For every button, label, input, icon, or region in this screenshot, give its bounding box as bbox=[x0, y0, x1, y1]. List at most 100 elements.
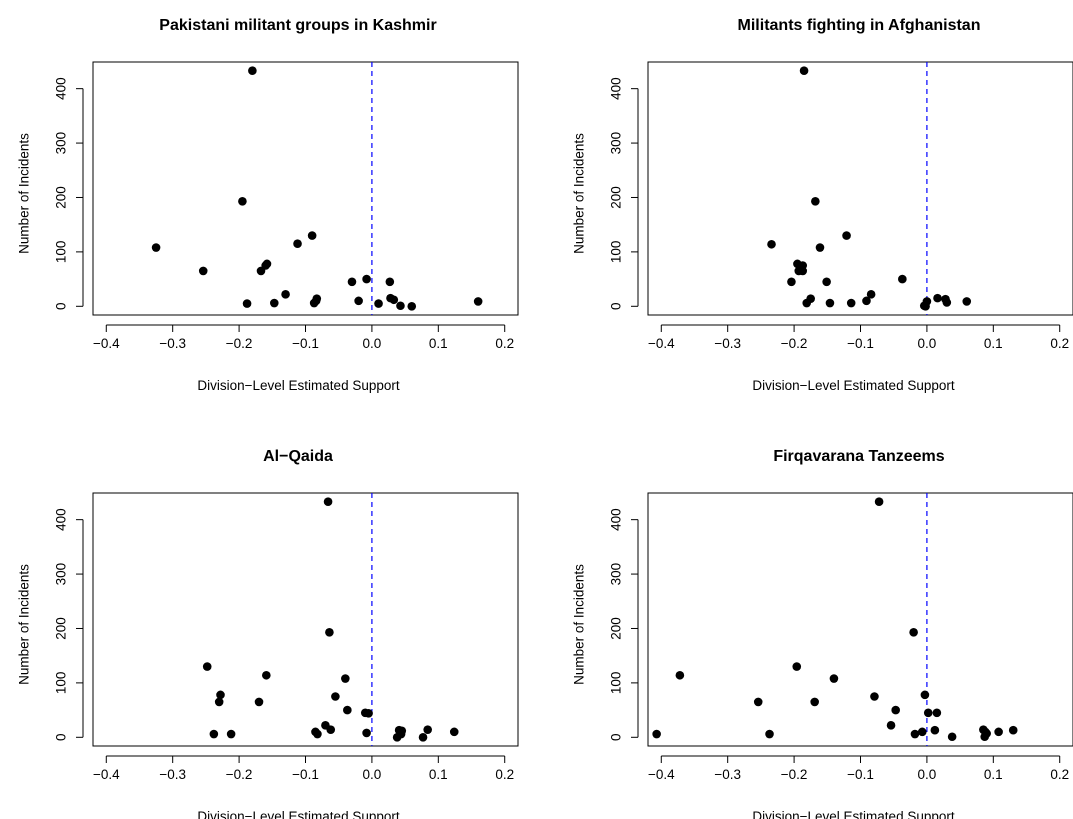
x-tick-label: −0.4 bbox=[93, 767, 120, 782]
data-point bbox=[930, 725, 940, 735]
data-point bbox=[810, 697, 819, 707]
data-point bbox=[254, 697, 264, 707]
y-axis-label: Number of Incidents bbox=[572, 133, 587, 254]
data-point bbox=[449, 727, 459, 737]
data-point bbox=[923, 708, 933, 718]
data-point bbox=[753, 697, 763, 707]
data-point bbox=[293, 239, 302, 249]
plot-area-frame bbox=[647, 61, 1073, 316]
data-point bbox=[846, 298, 856, 308]
x-tick-label: −0.2 bbox=[226, 336, 253, 351]
y-axis-label: Number of Incidents bbox=[17, 564, 32, 685]
data-point bbox=[825, 298, 835, 308]
data-point bbox=[307, 231, 317, 240]
data-point bbox=[198, 266, 208, 276]
x-tick-label: −0.2 bbox=[226, 767, 253, 782]
y-axis-label: Number of Incidents bbox=[572, 564, 587, 685]
data-point bbox=[226, 729, 236, 739]
data-point bbox=[799, 66, 809, 76]
x-tick-label: −0.1 bbox=[847, 767, 874, 782]
data-point bbox=[362, 274, 371, 284]
data-point bbox=[829, 674, 839, 683]
x-tick-label: −0.3 bbox=[159, 767, 186, 782]
data-point bbox=[874, 497, 884, 507]
data-point bbox=[862, 296, 871, 306]
y-tick-label: 100 bbox=[609, 241, 624, 264]
x-tick-label: −0.4 bbox=[93, 336, 120, 351]
x-tick-label: 0.0 bbox=[918, 336, 937, 351]
data-point bbox=[675, 670, 685, 680]
plot-area-frame bbox=[92, 61, 519, 316]
x-tick-label: −0.3 bbox=[714, 767, 741, 782]
y-tick-label: 300 bbox=[609, 563, 624, 586]
x-tick-label: −0.2 bbox=[781, 336, 808, 351]
data-point bbox=[767, 239, 776, 249]
data-point bbox=[994, 727, 1003, 737]
x-tick-label: 0.0 bbox=[918, 767, 937, 782]
data-point bbox=[374, 299, 383, 308]
data-point bbox=[806, 294, 815, 303]
x-tick-label: −0.3 bbox=[714, 336, 741, 351]
x-tick-label: 0.2 bbox=[495, 336, 514, 351]
y-tick-label: 200 bbox=[609, 617, 624, 640]
y-tick-label: 0 bbox=[54, 734, 69, 742]
data-point bbox=[396, 301, 405, 311]
data-point bbox=[281, 290, 290, 299]
data-point bbox=[347, 277, 357, 287]
data-point bbox=[473, 297, 483, 306]
x-tick-label: 0.2 bbox=[1050, 767, 1069, 782]
x-tick-label: −0.2 bbox=[781, 767, 808, 782]
data-point bbox=[815, 243, 825, 252]
data-point bbox=[389, 295, 399, 305]
chart-title: Al−Qaida bbox=[263, 448, 333, 465]
data-point bbox=[354, 296, 363, 306]
data-point bbox=[248, 66, 257, 76]
chart-title: Militants fighting in Afghanistan bbox=[738, 17, 981, 34]
y-tick-label: 300 bbox=[609, 132, 624, 155]
x-tick-label: 0.2 bbox=[495, 767, 514, 782]
y-tick-label: 200 bbox=[54, 186, 69, 209]
data-point bbox=[917, 727, 927, 737]
x-tick-label: −0.1 bbox=[292, 767, 319, 782]
data-point bbox=[891, 705, 900, 715]
y-tick-label: 400 bbox=[609, 508, 624, 531]
data-point bbox=[910, 729, 920, 739]
data-point bbox=[209, 729, 219, 739]
data-point bbox=[962, 297, 972, 306]
x-tick-label: −0.3 bbox=[159, 336, 186, 351]
y-tick-label: 300 bbox=[54, 563, 69, 586]
data-point bbox=[313, 729, 322, 739]
y-tick-label: 0 bbox=[609, 303, 624, 311]
data-point bbox=[151, 243, 161, 252]
y-tick-label: 400 bbox=[609, 77, 624, 100]
data-point bbox=[922, 297, 932, 306]
data-point bbox=[325, 627, 334, 637]
plot-area-frame bbox=[92, 492, 519, 747]
x-axis-label: Division−Level Estimated Support bbox=[752, 809, 954, 819]
y-tick-label: 100 bbox=[54, 241, 69, 264]
data-point bbox=[238, 196, 247, 206]
data-point bbox=[652, 729, 661, 739]
data-point bbox=[765, 729, 774, 739]
data-point bbox=[216, 690, 225, 700]
data-point bbox=[947, 732, 957, 742]
data-point bbox=[341, 674, 350, 683]
data-point bbox=[898, 274, 907, 284]
data-point bbox=[933, 293, 942, 303]
data-point bbox=[909, 627, 918, 637]
data-point bbox=[798, 261, 808, 270]
y-tick-label: 200 bbox=[54, 617, 69, 640]
data-point bbox=[323, 497, 333, 507]
y-tick-label: 0 bbox=[54, 303, 69, 311]
x-axis-label: Division−Level Estimated Support bbox=[752, 378, 954, 393]
x-tick-label: −0.4 bbox=[648, 767, 675, 782]
data-point bbox=[982, 729, 991, 738]
data-point bbox=[942, 298, 952, 307]
chart-panel-1: Pakistani militant groups in Kashmir −0.4… bbox=[17, 17, 519, 393]
data-point bbox=[331, 692, 340, 701]
y-tick-label: 300 bbox=[54, 132, 69, 155]
x-axis-label: Division−Level Estimated Support bbox=[197, 809, 399, 819]
data-point bbox=[202, 662, 212, 671]
x-axis-label: Division−Level Estimated Support bbox=[197, 378, 399, 393]
